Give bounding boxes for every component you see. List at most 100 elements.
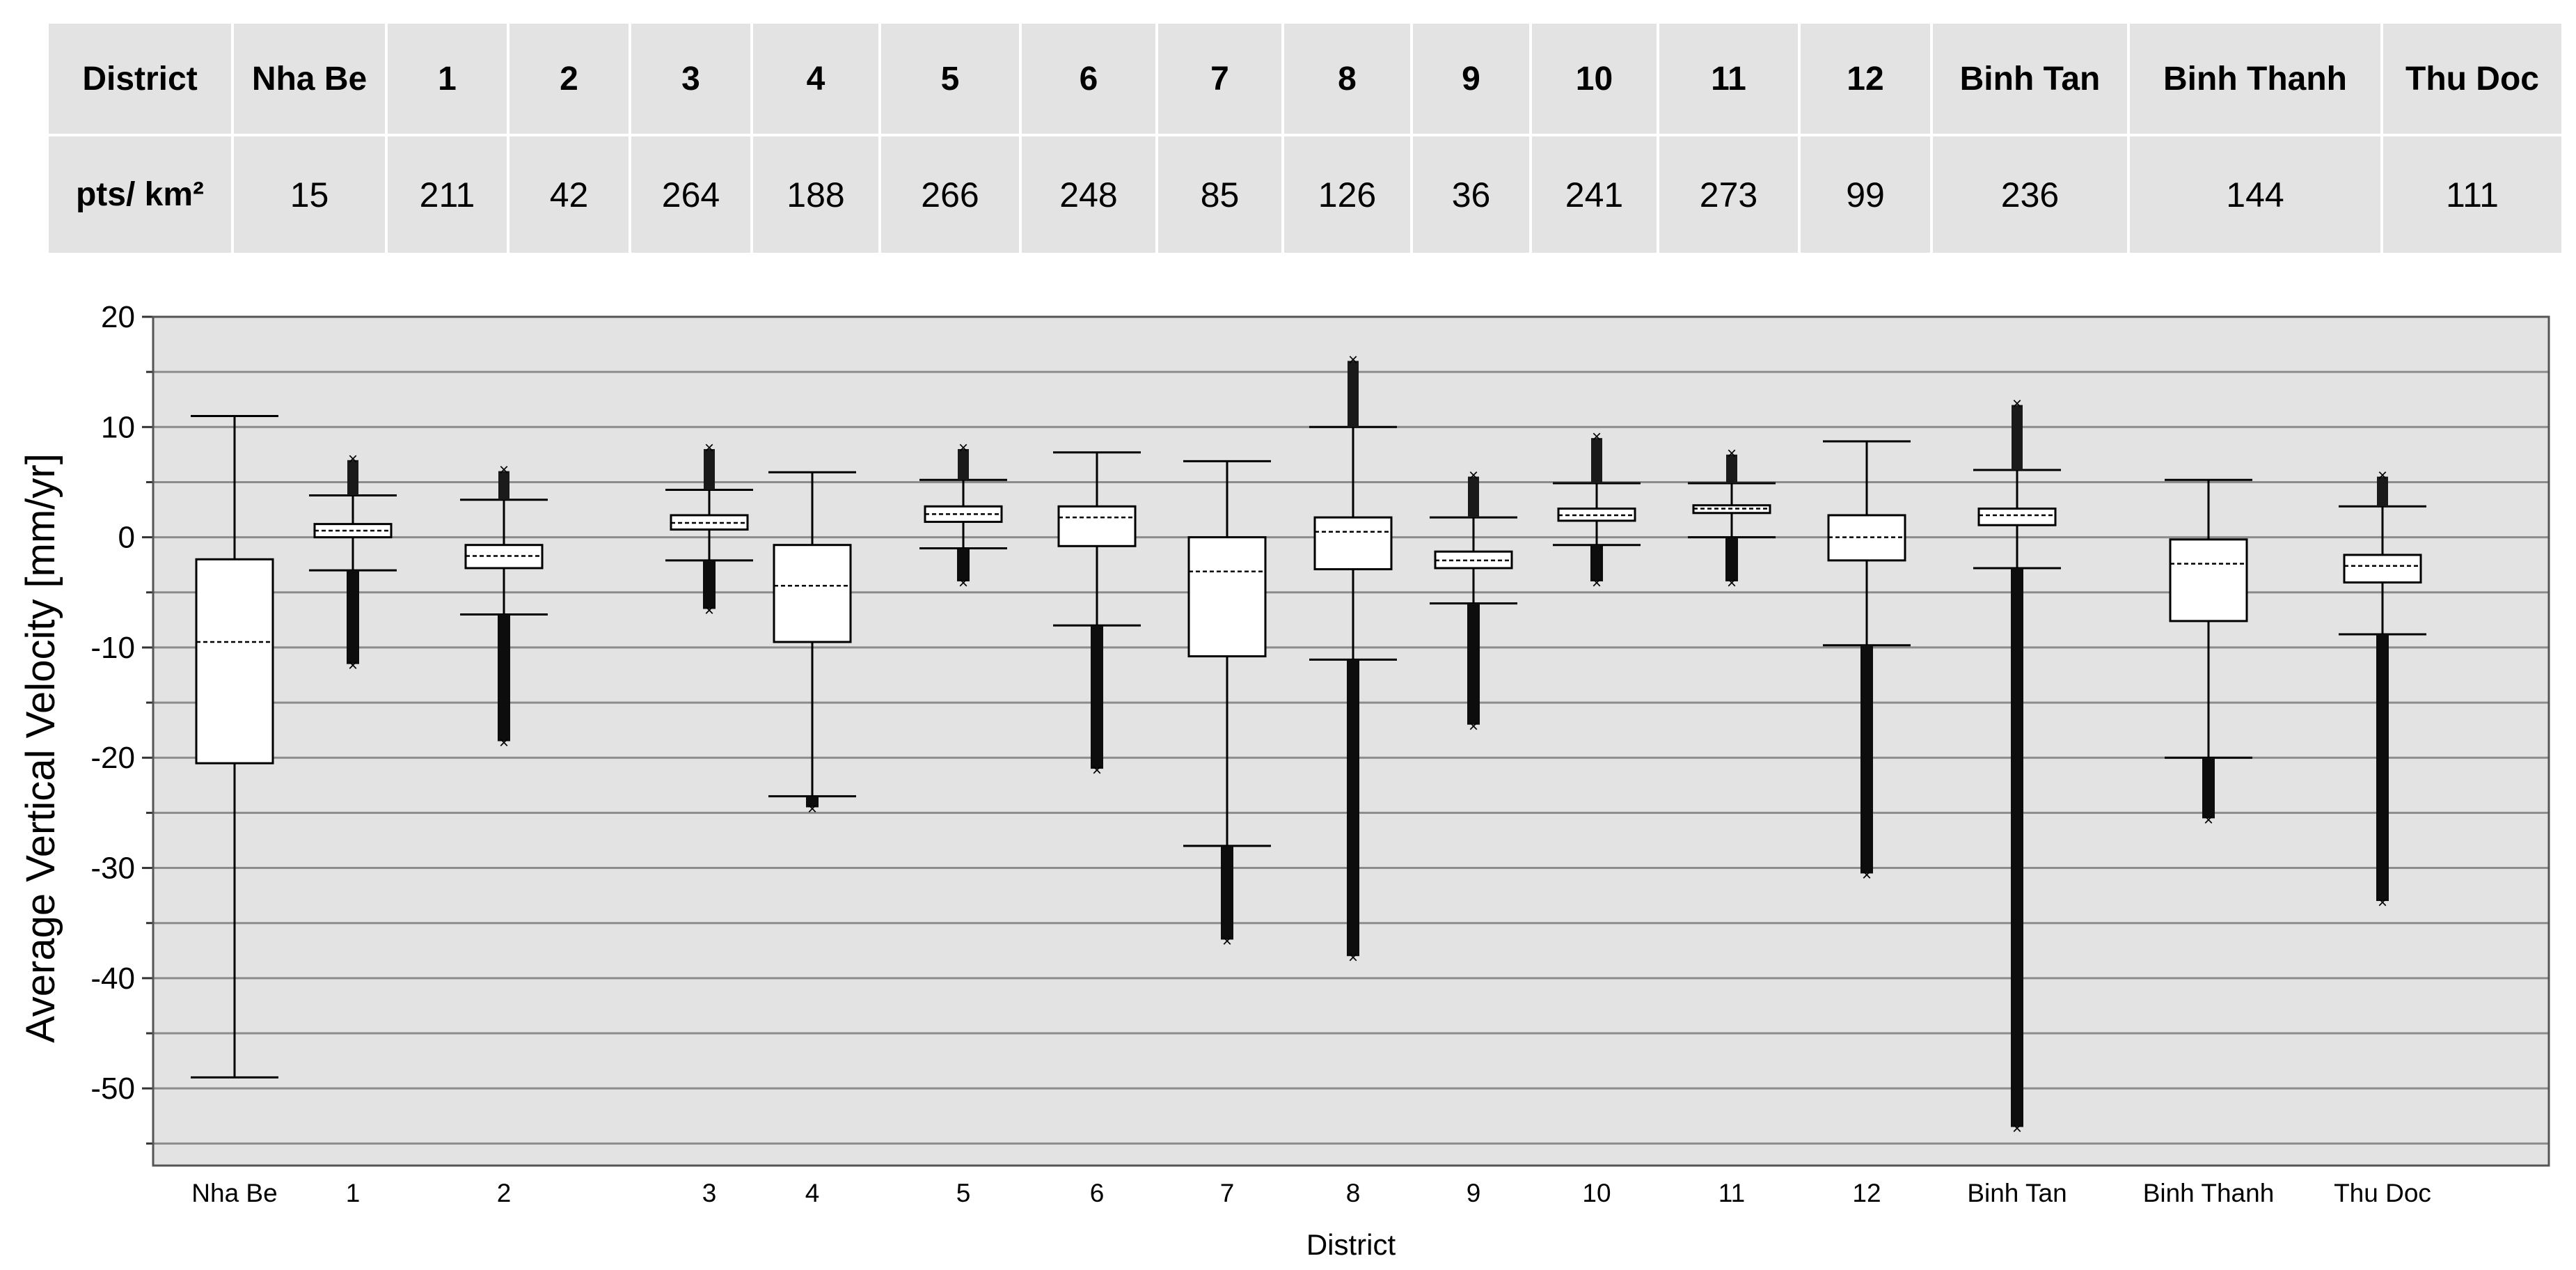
outlier-marker: × — [348, 450, 358, 469]
outlier-marker: × — [807, 799, 817, 818]
y-tick-label: -40 — [90, 962, 135, 996]
density-value-cell: 99 — [1798, 134, 1933, 256]
iqr-box — [1187, 536, 1267, 658]
lower-outliers — [1590, 544, 1603, 581]
box-1: ×× — [309, 450, 397, 675]
box-6: × — [1053, 451, 1141, 780]
box-12: × — [1823, 440, 1911, 884]
district-header-cell: 11 — [1657, 20, 1801, 137]
district-header-cell: Binh Thanh — [2127, 20, 2383, 137]
lower-outliers — [2011, 567, 2023, 1127]
iqr-box — [1313, 516, 1393, 571]
x-tick-label: 9 — [1467, 1179, 1481, 1207]
iqr-box — [2343, 554, 2422, 584]
lower-outliers — [347, 570, 359, 664]
point-density-table: District Nha Be 1 2 3 4 5 6 7 8 9 10 11 … — [46, 20, 2564, 256]
upper-outliers — [1591, 438, 1602, 484]
outlier-marker: × — [1469, 717, 1478, 736]
upper-outliers — [498, 471, 509, 500]
outlier-marker: × — [1348, 350, 1358, 369]
box-10: ×× — [1553, 428, 1641, 593]
box-Binh Thanh: × — [2165, 478, 2252, 829]
district-header-cell: Nha Be — [231, 20, 388, 137]
density-value-cell: 188 — [750, 134, 881, 256]
density-value-cell: 236 — [1930, 134, 2130, 256]
outlier-marker: × — [704, 602, 714, 620]
density-value-cell: 248 — [1019, 134, 1158, 256]
upper-outliers — [2012, 405, 2023, 471]
box-2: ×× — [460, 461, 548, 753]
outlier-marker: × — [1862, 865, 1872, 884]
lower-outliers — [1467, 603, 1480, 725]
district-header-cell: 9 — [1410, 20, 1532, 137]
x-tick-label: 8 — [1346, 1179, 1361, 1207]
upper-outliers — [958, 448, 969, 480]
outlier-marker: × — [2378, 893, 2387, 912]
outlier-marker: × — [499, 734, 509, 753]
iqr-box — [773, 544, 852, 643]
upper-outliers — [1468, 476, 1479, 518]
lower-outliers — [957, 548, 970, 581]
y-tick-label: 10 — [101, 410, 135, 444]
box-Nha Be — [191, 414, 278, 1079]
district-header-cell: 5 — [878, 20, 1022, 137]
lower-outliers — [2376, 634, 2389, 902]
table-value-row: pts/ km² 15 211 42 264 188 266 248 85 12… — [46, 134, 2564, 256]
outlier-marker: × — [1348, 948, 1358, 967]
lower-outliers — [2202, 758, 2215, 819]
outlier-marker: × — [1592, 574, 1602, 593]
district-header-cell: 1 — [385, 20, 509, 137]
x-tick-label: 7 — [1220, 1179, 1235, 1207]
x-tick-label: Binh Tan — [1967, 1179, 2067, 1207]
iqr-box — [1977, 507, 2057, 526]
upper-outliers — [2377, 476, 2388, 507]
y-tick-label: -50 — [90, 1072, 135, 1106]
y-tick-label: -20 — [90, 741, 135, 775]
x-tick-label: 1 — [346, 1179, 361, 1207]
density-value-cell: 36 — [1410, 134, 1532, 256]
iqr-box — [2169, 538, 2248, 622]
lower-outliers — [1091, 625, 1103, 769]
y-tick-label: 0 — [118, 521, 135, 555]
lower-outliers — [703, 560, 716, 609]
district-header-cell: Binh Tan — [1930, 20, 2130, 137]
outlier-marker: × — [1222, 932, 1232, 950]
outlier-marker: × — [1469, 467, 1478, 485]
upper-outliers — [1726, 454, 1737, 484]
x-axis-label: District — [1306, 1228, 1396, 1261]
x-tick-label: Nha Be — [191, 1179, 277, 1207]
box-11: ×× — [1688, 444, 1776, 593]
box-8: ×× — [1309, 350, 1397, 967]
iqr-box — [195, 558, 274, 765]
box-Thu Doc: ×× — [2339, 467, 2426, 912]
upper-outliers — [704, 448, 715, 490]
density-value-cell: 42 — [507, 134, 631, 256]
density-value-cell: 15 — [231, 134, 388, 256]
y-axis-ticks: 20 10 0 -10 -20 -30 -40 -50 — [90, 300, 153, 1145]
outlier-marker: × — [1727, 444, 1737, 463]
x-tick-label: Thu Doc — [2334, 1179, 2431, 1207]
upper-outliers — [1348, 361, 1359, 428]
box-Binh Tan: ×× — [1973, 395, 2061, 1138]
density-value-cell: 126 — [1281, 134, 1413, 256]
iqr-box — [1057, 505, 1137, 547]
box-9: ×× — [1430, 467, 1517, 736]
plot-frame — [152, 315, 2550, 1167]
district-header-cell: 3 — [629, 20, 753, 137]
lower-outliers — [1725, 537, 1738, 581]
density-value-cell: 264 — [629, 134, 753, 256]
table-row-label: pts/ km² — [46, 134, 234, 256]
district-header-cell: 7 — [1155, 20, 1284, 137]
density-value-cell: 144 — [2127, 134, 2383, 256]
x-tick-label: Binh Thanh — [2143, 1179, 2275, 1207]
outlier-marker: × — [2378, 467, 2387, 485]
outlier-marker: × — [2204, 810, 2213, 829]
x-tick-label: 4 — [805, 1179, 820, 1207]
density-value-cell: 266 — [878, 134, 1022, 256]
outlier-marker: × — [1592, 428, 1602, 446]
box-4: × — [768, 471, 856, 818]
box-7: × — [1183, 460, 1271, 950]
y-tick-label: -30 — [90, 852, 135, 886]
box-3: ×× — [665, 439, 753, 620]
